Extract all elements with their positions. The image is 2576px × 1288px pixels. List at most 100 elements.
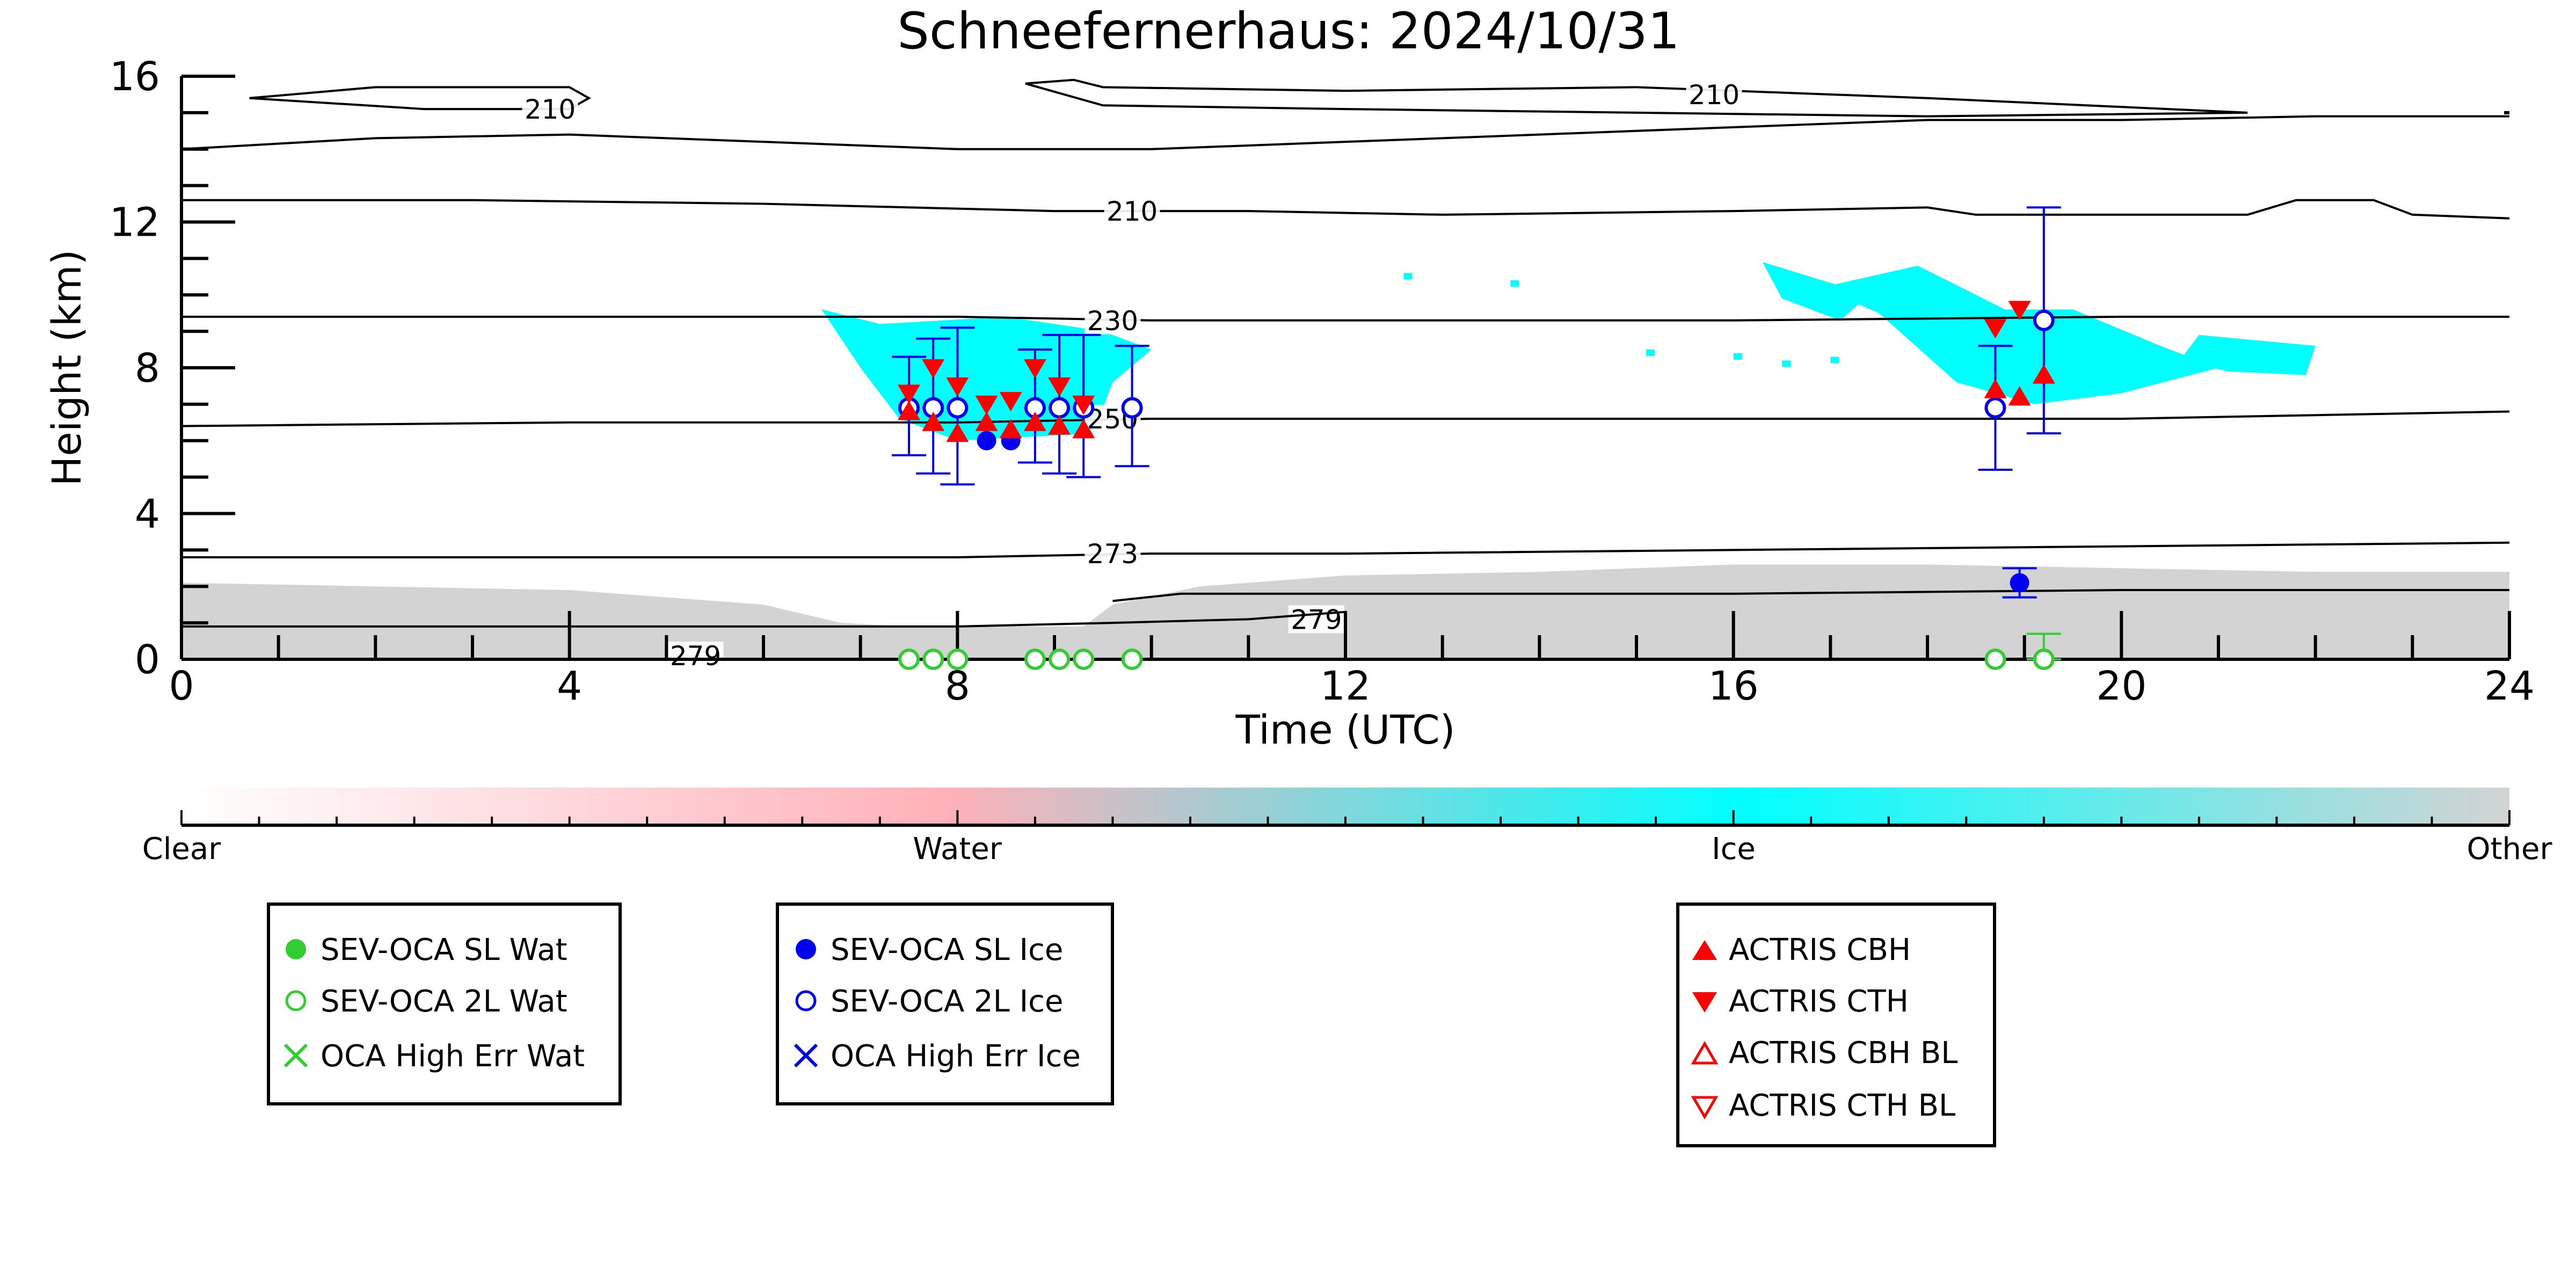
data-point-triangle-up — [1984, 379, 2007, 398]
x-axis-label: Time (UTC) — [1235, 707, 1455, 753]
data-point-open-circle — [1024, 649, 1046, 670]
legend-label-oca-high-err-wat: OCA High Err Wat — [321, 1039, 585, 1074]
legend-ice: SEV-OCA SL Ice SEV-OCA 2L Ice OCA High E… — [776, 903, 1114, 1105]
data-point-triangle-up — [1072, 419, 1095, 439]
colorbar-label-ice: Ice — [1712, 832, 1756, 867]
legend-open-triangle-down-icon — [1691, 1096, 1719, 1119]
x-tick-label: 8 — [945, 663, 970, 709]
legend-label-sev-oca-2l-ice: SEV-OCA 2L Ice — [831, 984, 1063, 1019]
legend-open-triangle-up-icon — [1691, 1041, 1719, 1065]
colorbar-label-clear: Clear — [142, 832, 221, 867]
data-point-triangle-down — [922, 359, 945, 379]
data-point-triangle-down — [946, 377, 969, 397]
data-point-open-circle — [1049, 397, 1071, 419]
contour-label-bg — [1085, 540, 1141, 568]
data-point-open-circle — [1049, 649, 1071, 670]
legend-label-actris-cbh: ACTRIS CBH — [1729, 933, 1911, 967]
x-tick-label: 24 — [2484, 663, 2535, 709]
legend-open-circle-icon — [285, 990, 307, 1012]
data-point-open-circle — [947, 649, 969, 670]
legend-triangle-down-icon — [1692, 992, 1717, 1013]
data-point-open-circle — [1121, 397, 1143, 419]
data-point-triangle-down — [1072, 395, 1095, 415]
data-point-triangle-up — [922, 411, 945, 431]
data-point-open-circle — [1073, 649, 1095, 670]
contour-label: 273 — [1087, 539, 1138, 570]
legend-x-icon — [794, 1043, 818, 1068]
data-point-triangle-down — [898, 384, 920, 404]
data-point-open-circle — [1121, 649, 1143, 670]
data-point-triangle-up — [946, 423, 969, 442]
legend-label-sev-oca-2l-wat: SEV-OCA 2L Wat — [321, 984, 567, 1019]
data-point-triangle-down — [2008, 301, 2031, 321]
mask-ice-patch — [1762, 262, 1869, 321]
temperature-contour — [181, 115, 2509, 150]
legend-actris-box — [1676, 903, 1996, 1147]
legend-x-icon — [283, 1043, 308, 1068]
contour-label: 279 — [670, 641, 721, 672]
mask-ice-speck — [1403, 273, 1413, 280]
data-point-open-circle — [2033, 309, 2055, 331]
legend-actris: ACTRIS CBH ACTRIS CTH ACTRIS CBH BL ACTR… — [1676, 903, 1996, 1147]
legend-open-circle-icon — [795, 990, 817, 1012]
temperature-contour — [181, 199, 2510, 220]
x-tick-label: 4 — [557, 663, 582, 709]
data-point-triangle-down — [999, 392, 1022, 412]
y-tick-label: 12 — [110, 200, 160, 246]
legend-filled-circle-icon — [286, 939, 306, 959]
contour-label: 210 — [1689, 79, 1740, 111]
mask-ice-speck — [1830, 356, 1839, 363]
mask-ice-patch — [2179, 334, 2316, 375]
data-point-triangle-down — [1048, 377, 1071, 397]
temperature-contour — [249, 86, 591, 111]
legend-label-sev-oca-sl-wat: SEV-OCA SL Wat — [321, 933, 567, 967]
legend-label-sev-oca-sl-ice: SEV-OCA SL Ice — [831, 933, 1063, 967]
contour-label-bg — [1686, 80, 1742, 108]
mask-ice-speck — [1646, 350, 1655, 356]
data-point-triangle-up — [975, 411, 998, 431]
data-point-open-circle — [898, 649, 920, 670]
temperature-contour — [1112, 589, 2509, 602]
data-point-triangle-up — [1048, 415, 1071, 435]
contour-label-bg — [1085, 306, 1141, 334]
data-point-open-circle — [1984, 649, 2006, 670]
mask-ice-patch — [1821, 265, 2218, 404]
mask-ice-speck — [1733, 353, 1742, 360]
x-tick-label: 0 — [169, 663, 194, 709]
temperature-contour — [181, 410, 2510, 427]
data-point-open-circle — [947, 397, 969, 419]
colorbar-label-other: Other — [2466, 832, 2552, 867]
data-point-triangle-up — [898, 401, 920, 420]
data-point-triangle-up — [2008, 386, 2031, 406]
data-point-open-circle — [2033, 649, 2055, 670]
contour-label: 279 — [1291, 604, 1342, 635]
x-tick-label: 12 — [1320, 663, 1371, 709]
data-point-triangle-down — [975, 395, 998, 415]
contour-label: 210 — [1107, 196, 1158, 227]
data-point-triangle-up — [1023, 411, 1046, 431]
temperature-contour — [1025, 78, 2248, 118]
colorbar-label-water: Water — [913, 832, 1002, 867]
legend-label-actris-cbh-bl: ACTRIS CBH BL — [1729, 1036, 1958, 1071]
y-tick-label: 4 — [135, 491, 160, 537]
data-point-triangle-down — [1984, 319, 2007, 339]
legend-label-oca-high-err-ice: OCA High Err Ice — [831, 1039, 1081, 1074]
legend-ice-box — [776, 903, 1114, 1105]
legend-water: SEV-OCA SL Wat SEV-OCA 2L Wat OCA High E… — [267, 903, 622, 1105]
legend-water-box — [267, 903, 622, 1105]
mask-ice-speck — [1782, 360, 1791, 367]
legend-label-actris-cth: ACTRIS CTH — [1729, 984, 1909, 1019]
data-point-open-circle — [1984, 397, 2006, 419]
y-axis-label: Height (km) — [44, 250, 90, 486]
contour-label-bg — [1104, 197, 1160, 225]
chart-title: Schneefernerhaus: 2024/10/31 — [897, 2, 1680, 61]
x-tick-label: 16 — [1708, 663, 1759, 709]
y-tick-label: 0 — [135, 637, 160, 683]
y-tick-label: 8 — [135, 345, 160, 391]
contour-label: 230 — [1087, 305, 1138, 337]
temperature-contour — [181, 610, 1346, 628]
contour-label-bg — [522, 95, 578, 123]
temperature-contour — [181, 541, 2510, 558]
